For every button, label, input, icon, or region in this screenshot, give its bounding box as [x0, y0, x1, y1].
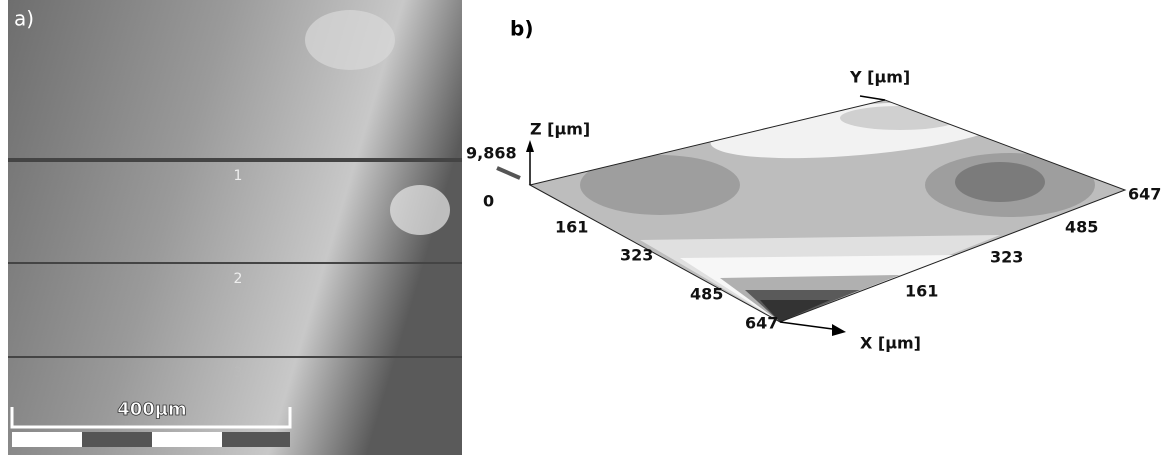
arrow: [526, 140, 534, 152]
x-axis: [780, 322, 840, 330]
y-axis: [860, 96, 885, 100]
scale-segment: [82, 432, 152, 447]
axis-title: Y [µm]: [849, 68, 910, 87]
panel-label: a): [14, 7, 34, 31]
scale-segment: [152, 432, 222, 447]
panel-label: b): [510, 17, 533, 41]
tick-label: 0: [483, 192, 494, 211]
tick-label: 323: [990, 248, 1023, 267]
tick-label: 485: [1065, 218, 1098, 237]
arrow: [832, 324, 846, 336]
scale-segment: [12, 432, 82, 447]
tick-label: 161: [555, 218, 588, 237]
line-label: 2: [234, 271, 243, 287]
surface: [530, 92, 1125, 322]
scale-segment: [222, 432, 290, 447]
highlight: [305, 10, 395, 70]
scale-label: 400µm: [117, 399, 187, 420]
axis-title: Z [µm]: [530, 120, 590, 139]
tick-label: 9,868: [466, 144, 517, 163]
line-label: 3: [234, 365, 243, 381]
tick-label: 647: [1128, 185, 1161, 204]
micrograph-panel: a) 1 2 3 400µm: [8, 0, 462, 455]
micrograph: [8, 0, 462, 455]
tick-label: 485: [690, 285, 723, 304]
surface-panel: b) Y [µm] Z [µm] X [µm] 9,868 0 161 323 …: [466, 17, 1161, 353]
tick-label: 647: [745, 314, 778, 333]
z-scale-mark: [497, 168, 520, 178]
tick-label: 161: [905, 282, 938, 301]
tick-label: 323: [620, 246, 653, 265]
axis-title: X [µm]: [860, 334, 921, 353]
figure: a) 1 2 3 400µm b) Y: [0, 0, 1161, 455]
line-label: 1: [234, 168, 243, 184]
highlight: [390, 185, 450, 235]
